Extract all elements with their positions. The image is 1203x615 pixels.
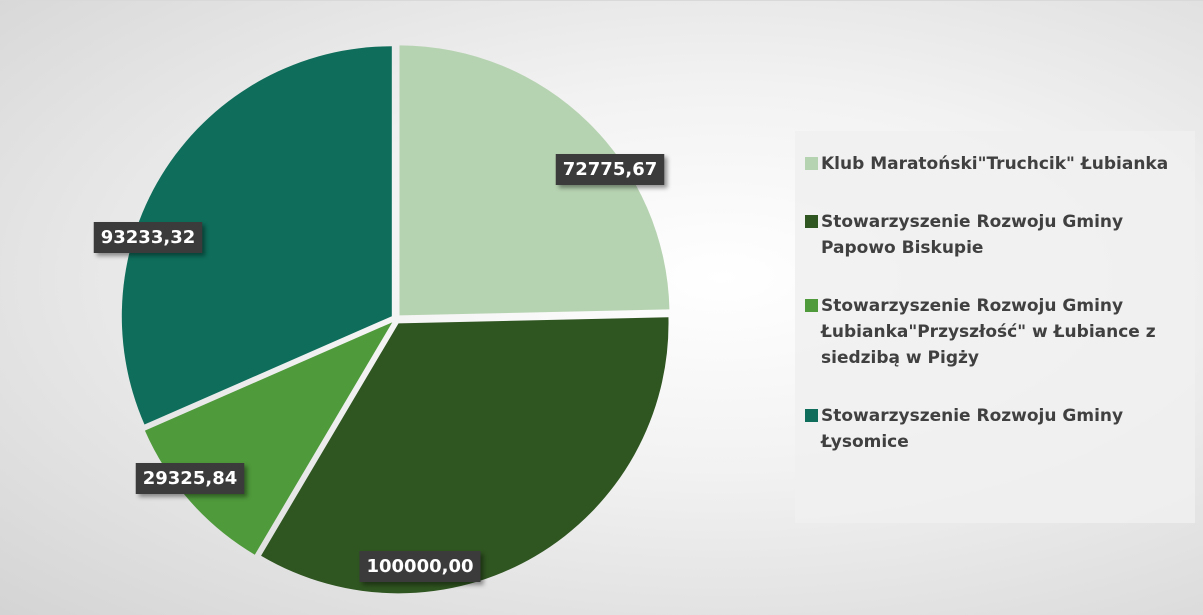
pie-slice: [261, 317, 669, 594]
data-label-box: [93, 222, 203, 253]
data-label: 100000,00: [366, 556, 473, 577]
legend-label: Stowarzyszenie Rozwoju Gminy Łubianka"Pr…: [821, 296, 1156, 368]
pie-slice: [144, 322, 393, 555]
data-label: 29325,84: [143, 468, 238, 489]
legend-item: Stowarzyszenie Rozwoju Gminy Łubianka"Pr…: [805, 293, 1187, 371]
data-label-box: [555, 154, 665, 185]
legend-item: Stowarzyszenie Rozwoju Gminy Łysomice: [805, 403, 1187, 455]
pie-slice: [121, 46, 392, 425]
data-label: 72775,67: [563, 159, 658, 180]
data-label-box: [359, 551, 481, 582]
pie-slice: [399, 45, 670, 316]
data-label-box: [135, 463, 245, 494]
legend-swatch: [805, 299, 818, 312]
legend: Klub Maratoński"Truchcik" Łubianka Stowar…: [795, 131, 1195, 523]
legend-swatch: [805, 157, 818, 170]
legend-swatch: [805, 215, 818, 228]
legend-label: Stowarzyszenie Rozwoju Gminy Papowo Bisk…: [821, 212, 1124, 258]
legend-item: Klub Maratoński"Truchcik" Łubianka: [805, 151, 1187, 177]
legend-label: Stowarzyszenie Rozwoju Gminy Łysomice: [821, 406, 1124, 452]
legend-item: Stowarzyszenie Rozwoju Gminy Papowo Bisk…: [805, 209, 1187, 261]
legend-label: Klub Maratoński"Truchcik" Łubianka: [821, 154, 1169, 174]
data-label: 93233,32: [101, 227, 196, 248]
legend-swatch: [805, 409, 818, 422]
